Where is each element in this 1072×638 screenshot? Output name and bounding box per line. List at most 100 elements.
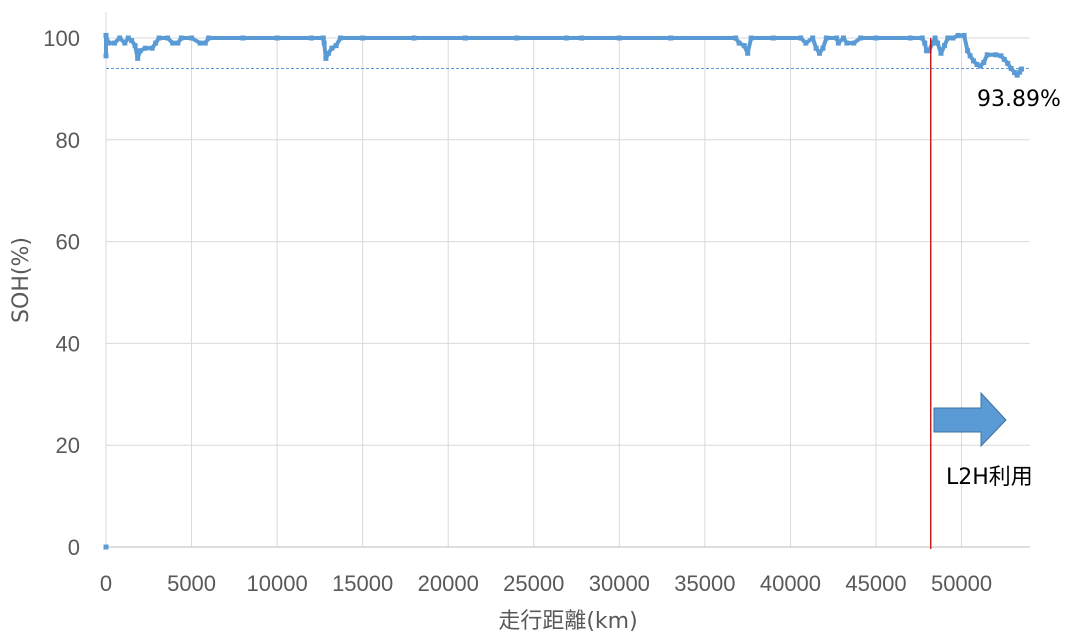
x-tick-label: 35000 xyxy=(674,571,735,596)
data-point xyxy=(360,35,366,41)
data-point xyxy=(103,32,109,38)
data-point xyxy=(810,35,816,41)
x-tick-label: 20000 xyxy=(418,571,479,596)
data-point xyxy=(668,35,674,41)
data-point xyxy=(153,40,159,46)
data-point xyxy=(125,35,131,41)
y-tick-labels: 0 20 40 60 80 100 xyxy=(43,26,80,560)
x-tick-labels: 0 5000 10000 15000 20000 25000 30000 35000 40000… xyxy=(100,571,992,596)
data-point xyxy=(1001,56,1007,62)
x-tick-label: 15000 xyxy=(332,571,393,596)
data-point xyxy=(103,544,109,550)
data-point xyxy=(122,40,128,46)
data-point xyxy=(165,35,171,41)
data-point xyxy=(1014,72,1020,78)
data-point xyxy=(1012,70,1018,76)
data-point xyxy=(858,35,864,41)
data-point xyxy=(156,35,162,41)
data-point xyxy=(462,35,468,41)
data-point xyxy=(320,35,326,41)
data-point xyxy=(923,48,929,54)
data-point xyxy=(325,50,331,56)
data-point xyxy=(170,40,176,46)
data-point xyxy=(142,45,148,51)
data-point xyxy=(981,59,987,65)
data-point xyxy=(984,52,990,58)
data-point xyxy=(129,38,135,44)
data-points xyxy=(103,32,1024,550)
data-point xyxy=(178,35,184,41)
data-point xyxy=(745,50,751,56)
data-point xyxy=(308,35,314,41)
data-point xyxy=(323,55,329,61)
data-point xyxy=(329,45,335,51)
data-point xyxy=(135,55,141,61)
data-point xyxy=(851,40,857,46)
data-point xyxy=(1018,66,1024,72)
data-point xyxy=(770,35,776,41)
data-point xyxy=(932,35,938,41)
series-trace xyxy=(104,33,1024,78)
data-point xyxy=(175,40,181,46)
data-point xyxy=(579,35,585,41)
data-point xyxy=(333,43,339,49)
data-point xyxy=(974,61,980,67)
data-point xyxy=(813,45,819,51)
data-point xyxy=(1005,60,1011,66)
data-point xyxy=(137,48,143,54)
data-point xyxy=(835,40,841,46)
data-point xyxy=(337,35,343,41)
data-point xyxy=(820,45,826,51)
data-point xyxy=(563,35,569,41)
data-point xyxy=(240,35,246,41)
x-axis-title: 走行距離(km) xyxy=(498,609,637,634)
x-tick-label: 50000 xyxy=(931,571,992,596)
data-point xyxy=(112,40,118,46)
data-point xyxy=(945,35,951,41)
data-point xyxy=(103,53,109,59)
x-tick-label: 45000 xyxy=(845,571,906,596)
data-point xyxy=(955,32,961,38)
data-point xyxy=(938,50,944,56)
data-point xyxy=(967,53,973,59)
data-point xyxy=(197,40,203,46)
data-point xyxy=(977,63,983,69)
data-point xyxy=(961,32,967,38)
x-tick-label: 30000 xyxy=(589,571,650,596)
y-tick-label: 100 xyxy=(43,26,80,51)
data-point xyxy=(189,35,195,41)
y-tick-label: 60 xyxy=(56,230,80,255)
data-point xyxy=(844,40,850,46)
gridlines xyxy=(106,37,1030,547)
data-point xyxy=(823,35,829,41)
data-point xyxy=(971,58,977,64)
data-point xyxy=(941,43,947,49)
data-point xyxy=(733,35,739,41)
data-point xyxy=(817,50,823,56)
x-tick-label: 0 xyxy=(100,571,112,596)
last-value-label: 93.89% xyxy=(977,87,1061,112)
data-point xyxy=(935,40,941,46)
data-point xyxy=(922,40,928,46)
x-tick-label: 10000 xyxy=(247,571,308,596)
data-point xyxy=(873,35,879,41)
data-point xyxy=(926,48,932,54)
data-point xyxy=(748,35,754,41)
y-axis-title: SOH(%) xyxy=(9,237,34,323)
l2h-arrow-icon xyxy=(933,391,1007,448)
data-point xyxy=(993,52,999,58)
y-tick-label: 20 xyxy=(56,433,80,458)
data-point xyxy=(206,35,212,41)
l2h-label: L2H利用 xyxy=(946,465,1033,490)
data-point xyxy=(202,40,208,46)
x-tick-label: 5000 xyxy=(167,571,216,596)
data-point xyxy=(919,35,925,41)
data-point xyxy=(321,40,327,46)
data-point xyxy=(840,35,846,41)
data-point xyxy=(798,35,804,41)
y-tick-label: 0 xyxy=(68,535,80,560)
data-point xyxy=(1017,69,1023,75)
y-tick-label: 80 xyxy=(56,128,80,153)
data-point xyxy=(132,43,138,49)
